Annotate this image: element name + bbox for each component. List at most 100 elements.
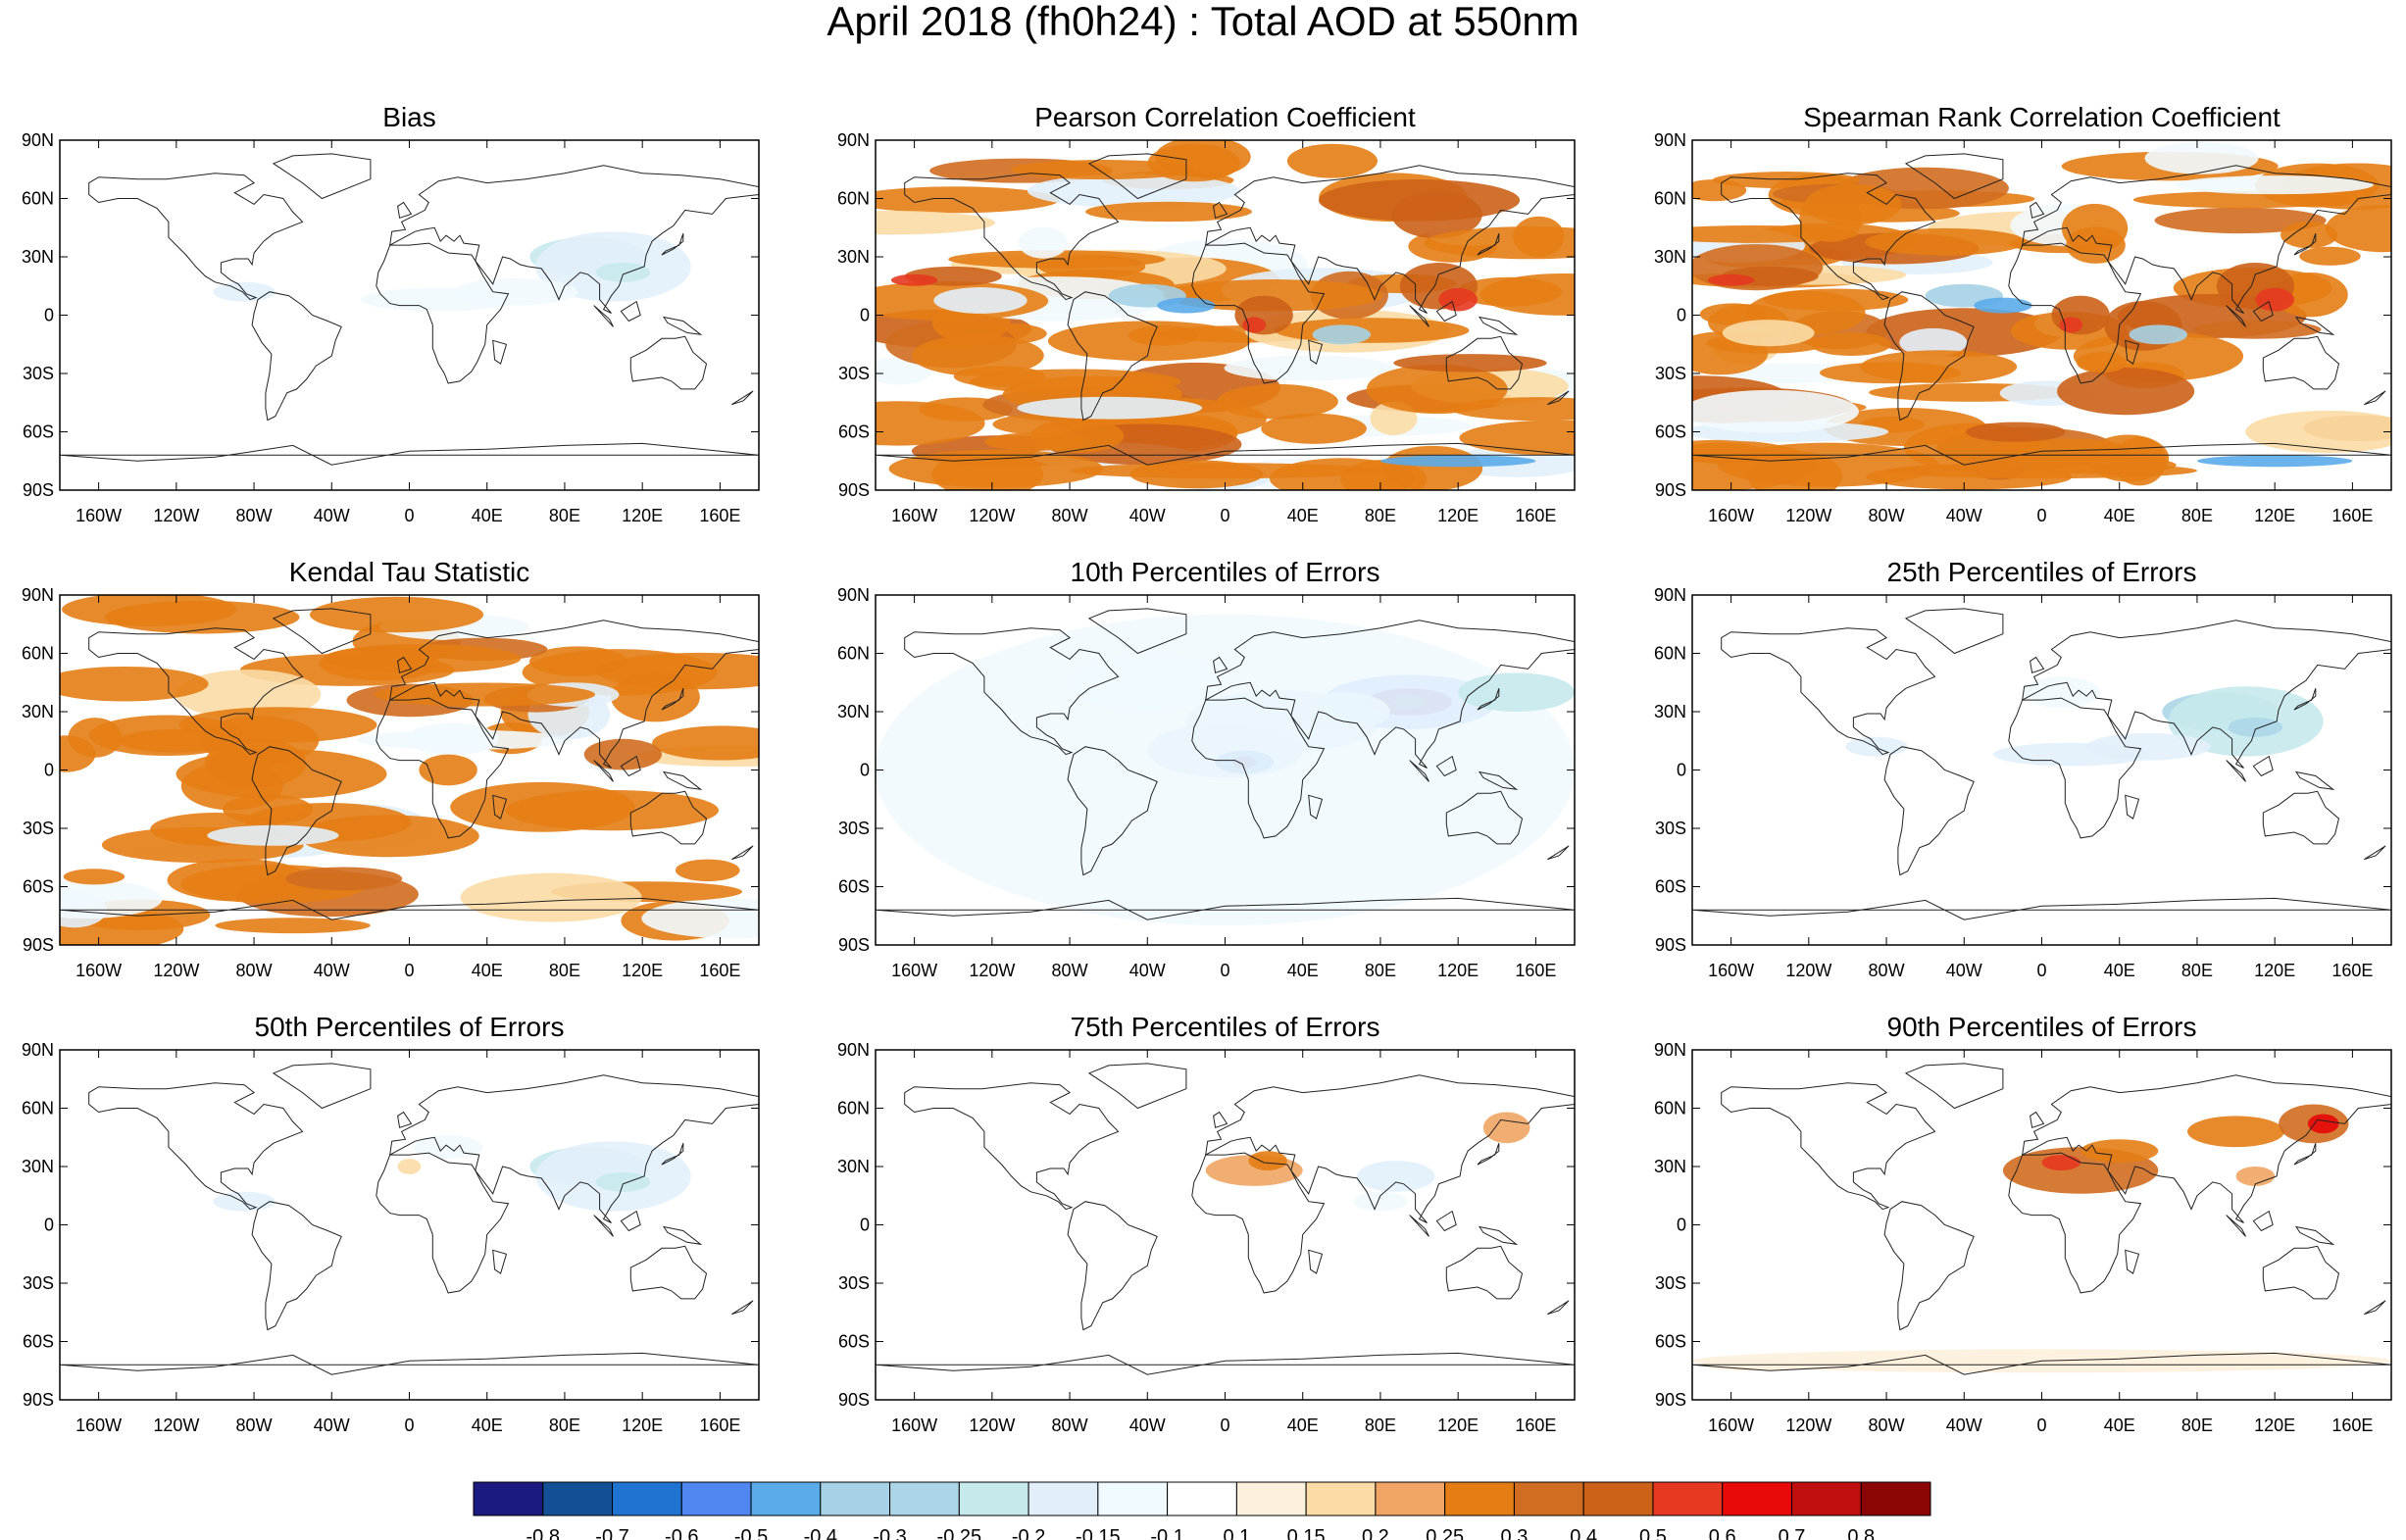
lon-tick-label: 120W xyxy=(1785,961,1831,980)
lon-tick-label: 120W xyxy=(969,1416,1015,1435)
data-patch xyxy=(60,735,96,772)
data-patch xyxy=(1865,227,2027,256)
coastline xyxy=(904,1082,1120,1211)
lat-tick-label: 90N xyxy=(1654,585,1686,605)
panel-title: 90th Percentiles of Errors xyxy=(1887,1012,2197,1042)
data-patch xyxy=(652,725,759,761)
colorbar-swatch xyxy=(1722,1481,1792,1516)
lat-tick-label: 0 xyxy=(1677,761,1686,780)
lon-tick-label: 160E xyxy=(2331,961,2373,980)
data-patch xyxy=(1899,327,1968,357)
data-patch xyxy=(1017,396,1203,420)
data-patch xyxy=(2325,205,2391,253)
data-patch xyxy=(1459,420,1575,456)
data-patch xyxy=(933,287,1028,314)
data-patch xyxy=(223,794,314,824)
data-patch xyxy=(118,728,235,753)
map-background xyxy=(876,1050,1575,1400)
data-patch xyxy=(2228,717,2283,737)
data-patch xyxy=(2080,1139,2159,1164)
data-patch xyxy=(207,824,339,846)
lat-tick-label: 90S xyxy=(1655,1390,1686,1410)
data-patch xyxy=(419,754,477,786)
coastline xyxy=(1213,656,1228,673)
coastline xyxy=(1721,173,1936,301)
lat-tick-label: 0 xyxy=(860,761,870,780)
lon-tick-label: 160E xyxy=(1515,506,1556,525)
coastlines xyxy=(876,153,1575,466)
lat-tick-label: 60S xyxy=(1655,422,1686,442)
coastline xyxy=(620,300,641,323)
lat-tick-label: 90N xyxy=(1654,1040,1686,1060)
coastline xyxy=(251,291,342,422)
map-panel: 90N 60N 30N 0 30S 60S 90S 160W 120W 80W 40W 0 40E 80E… xyxy=(22,1012,760,1435)
lon-tick-label: 80W xyxy=(236,961,273,980)
coastline xyxy=(1308,339,1324,365)
lat-tick-label: 30S xyxy=(23,364,54,383)
data-patch xyxy=(595,1171,651,1192)
lon-tick-label: 0 xyxy=(2036,1416,2046,1435)
coastline xyxy=(662,770,703,791)
lat-tick-label: 90S xyxy=(23,1390,54,1410)
coastline xyxy=(1883,1201,1975,1331)
lon-tick-label: 160E xyxy=(699,961,740,980)
lon-tick-label: 120W xyxy=(969,961,1015,980)
data-patch xyxy=(454,277,578,306)
data-field xyxy=(60,595,759,945)
lon-tick-label: 160E xyxy=(699,1416,740,1435)
data-patch xyxy=(1027,174,1241,209)
coastline xyxy=(492,794,508,820)
coastline xyxy=(2226,1215,2246,1237)
data-patch xyxy=(595,262,651,282)
coastline xyxy=(397,1111,413,1128)
coastline xyxy=(1087,153,1187,200)
coastline xyxy=(2125,339,2140,365)
panel-title: 75th Percentiles of Errors xyxy=(1071,1012,1380,1042)
data-patch xyxy=(1353,1191,1408,1212)
data-patch xyxy=(2299,246,2361,266)
data-patch xyxy=(912,334,1044,376)
colorbar-label: 0.3 xyxy=(1501,1526,1529,1540)
lat-tick-label: 0 xyxy=(44,761,54,780)
colorbar-swatch xyxy=(1028,1481,1099,1516)
lon-tick-label: 80E xyxy=(549,961,580,980)
data-patch xyxy=(2057,368,2195,416)
coastline xyxy=(2364,390,2386,406)
coastlines xyxy=(60,608,759,920)
data-patch xyxy=(1886,463,2197,479)
coastline xyxy=(593,760,614,782)
coastline xyxy=(1067,746,1158,876)
colorbar-swatch xyxy=(612,1481,682,1516)
colorbar-label: -0.15 xyxy=(1076,1526,1121,1540)
coastline xyxy=(1191,242,1326,384)
data-patch xyxy=(2076,351,2128,373)
lon-tick-label: 40E xyxy=(1287,506,1319,525)
lat-tick-label: 30S xyxy=(23,1273,54,1293)
lat-tick-label: 30S xyxy=(838,819,870,838)
lon-tick-label: 40E xyxy=(472,961,503,980)
data-patch xyxy=(1763,288,1909,312)
data-patch xyxy=(876,614,1575,926)
lat-tick-label: 0 xyxy=(44,1216,54,1235)
lon-tick-label: 120W xyxy=(1785,506,1831,525)
coastline xyxy=(1477,233,1500,256)
coastline xyxy=(2008,697,2142,839)
colorbar-swatch xyxy=(1790,1481,1862,1516)
data-patch xyxy=(1085,201,1253,223)
coastline xyxy=(2226,760,2246,782)
data-patch xyxy=(2066,226,2126,264)
coastline xyxy=(620,755,641,777)
lat-tick-label: 30N xyxy=(1654,1157,1686,1176)
coastline xyxy=(376,697,510,839)
lon-tick-label: 160W xyxy=(75,1416,122,1435)
map-panel: 90N 60N 30N 0 30S 60S 90S 160W 120W 80W 40W 0 40E 80E… xyxy=(1654,1012,2392,1435)
lat-tick-label: 30N xyxy=(837,247,870,267)
coastline xyxy=(629,790,708,845)
colorbar-label: 0.7 xyxy=(1779,1526,1806,1540)
panel-title: Pearson Correlation Coefficient xyxy=(1034,102,1416,132)
data-patch xyxy=(405,722,499,756)
lon-tick-label: 160E xyxy=(2331,1416,2373,1435)
coastline xyxy=(1409,1215,1429,1237)
lon-tick-label: 80E xyxy=(549,1416,580,1435)
data-patch xyxy=(1157,297,1216,314)
